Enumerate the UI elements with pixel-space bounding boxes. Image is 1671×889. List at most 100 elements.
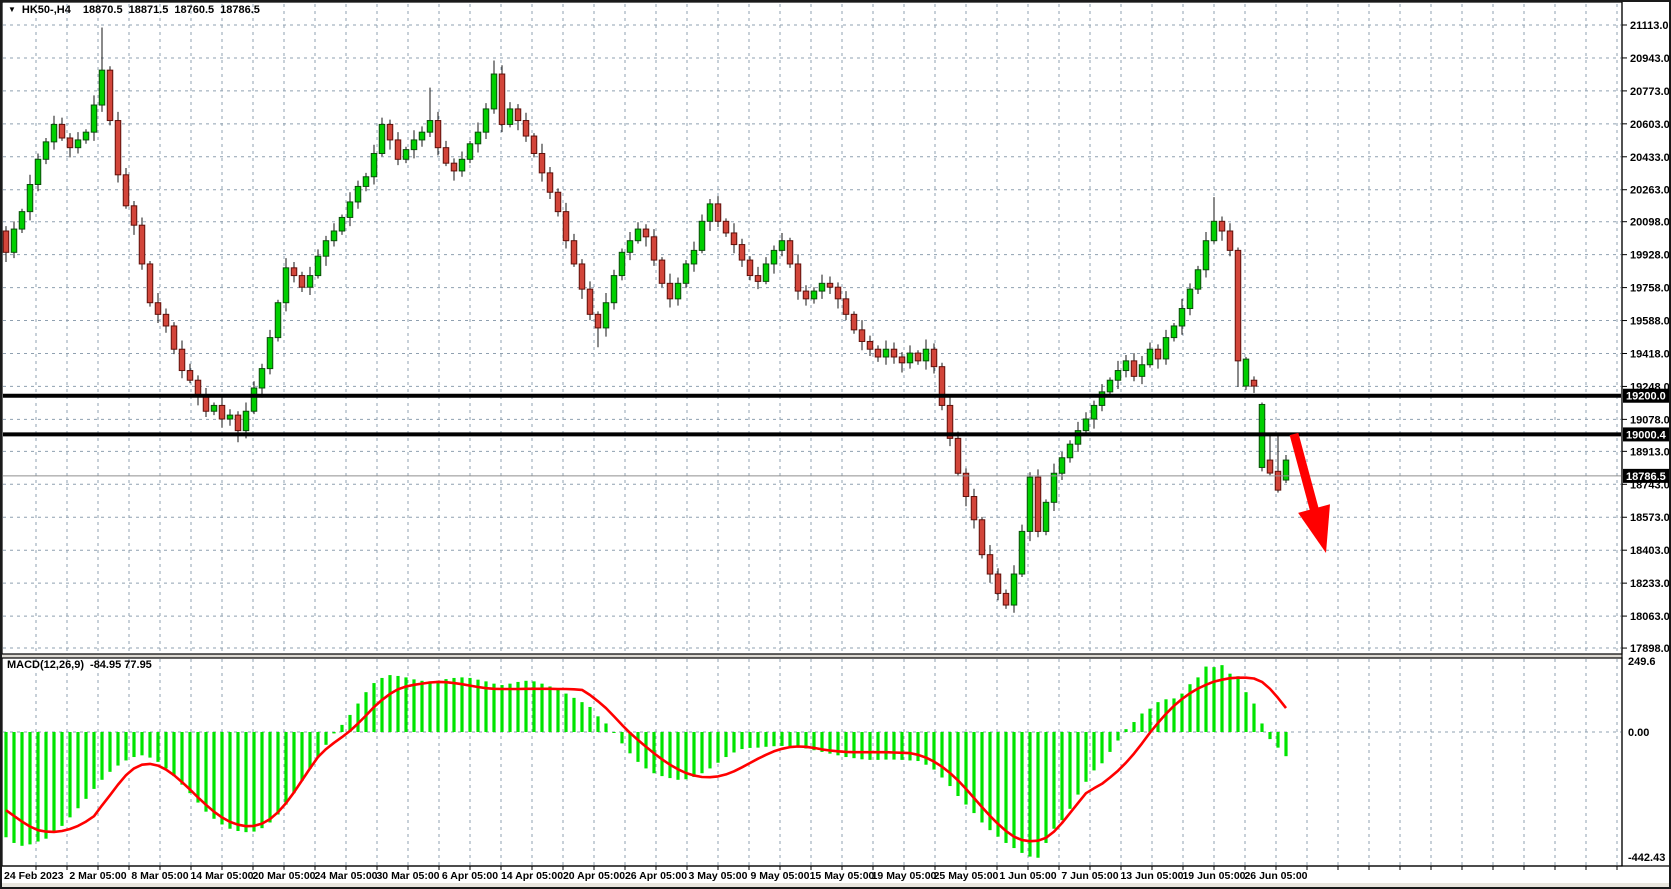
candle-bear	[530, 133, 538, 158]
candle-bull	[330, 223, 338, 247]
candle-bull	[610, 269, 618, 310]
macd-bar	[940, 732, 944, 778]
macd-bar	[380, 677, 384, 732]
macd-bar	[788, 732, 792, 747]
candle-bear	[802, 285, 810, 306]
support-resistance-lines[interactable]	[3, 393, 1621, 477]
bottom-strip	[0, 883, 1671, 889]
macd-bar	[52, 732, 56, 833]
macd-bar	[508, 683, 512, 732]
candle-bull	[346, 192, 354, 227]
macd-bar	[1108, 732, 1112, 752]
candle-bear	[826, 276, 834, 294]
candle-bull	[762, 257, 770, 285]
time-axis-label: 8 Mar 05:00	[131, 870, 188, 882]
candle-bull	[1018, 524, 1026, 577]
macd-bar	[148, 732, 152, 758]
macd-bar	[556, 689, 560, 732]
macd-bar	[716, 732, 720, 763]
candle-bear	[1218, 216, 1226, 241]
candle-bear	[522, 112, 530, 142]
macd-bar	[396, 675, 400, 732]
macd-bar	[1036, 732, 1040, 858]
candle-bear	[850, 311, 858, 334]
trend-arrow[interactable]	[1289, 432, 1330, 553]
price-badge-label: 18786.5	[1626, 471, 1666, 483]
candle-bear	[178, 340, 186, 379]
candle-bull	[90, 95, 98, 141]
macd-bar	[604, 723, 608, 732]
macd-bar	[1124, 729, 1128, 732]
macd-bar	[220, 732, 224, 825]
candle-bear	[954, 431, 962, 477]
candle-bear	[66, 133, 74, 158]
macd-bar	[268, 732, 272, 823]
candle-bear	[978, 516, 986, 559]
panel-splitter[interactable]	[2, 654, 1622, 658]
macd-axis-label: 0.00	[1628, 727, 1649, 739]
macd-bar	[196, 732, 200, 803]
ohlc-open-value: 18870.5	[82, 4, 123, 16]
grid-layer	[3, 4, 1621, 865]
candle-bear	[538, 143, 546, 182]
macd-bar	[684, 732, 688, 780]
macd-bar	[724, 732, 728, 758]
macd-label: MACD(12,26,9)	[7, 659, 85, 671]
candle-bear	[578, 259, 586, 299]
candle-bear	[946, 396, 954, 447]
macd-axis[interactable]: 249.6 0.00 -442.43	[1628, 656, 1665, 864]
time-axis-label: 20 Mar 05:00	[252, 870, 315, 882]
candle-bull	[682, 260, 690, 289]
candle-bear	[394, 132, 402, 166]
macd-bar	[884, 732, 888, 760]
candle-bull	[778, 232, 786, 257]
candle-bear	[186, 363, 194, 384]
candle-bear	[658, 257, 666, 288]
candle-bear	[1250, 376, 1258, 393]
macd-bar	[964, 732, 968, 805]
symbol-dropdown-icon[interactable]: ▼	[8, 4, 16, 14]
price-axis[interactable]: 21113.0 20943.0 20773.0 20603.0 20433.0 20263…	[1622, 20, 1670, 655]
candle-bear	[434, 111, 442, 156]
price-axis-label: 19758.0	[1630, 283, 1670, 295]
candle-bull	[418, 126, 426, 147]
candle-bull	[674, 277, 682, 306]
candle-bear	[722, 218, 730, 237]
time-axis-label: 9 May 05:00	[751, 870, 810, 882]
candle-bull	[1114, 360, 1122, 389]
macd-bar	[1004, 732, 1008, 843]
macd-bar	[244, 732, 248, 833]
price-axis-label: 18063.0	[1630, 611, 1670, 623]
time-axis-label: 14 Mar 05:00	[190, 870, 253, 882]
candle-bear	[938, 362, 946, 411]
macd-bar	[612, 732, 616, 733]
macd-bar	[1244, 692, 1248, 732]
macd-bar	[212, 732, 216, 819]
candle-bull	[282, 258, 290, 312]
candle-bull	[42, 137, 50, 165]
macd-bar	[68, 732, 72, 818]
price-badge	[1623, 468, 1671, 483]
macd-bar	[908, 732, 912, 761]
price-axis-label: 20943.0	[1630, 53, 1670, 65]
macd-bar	[548, 686, 552, 732]
candle-bear	[786, 237, 794, 268]
candle-bear	[546, 167, 554, 200]
macd-bar	[356, 703, 360, 732]
macd-bar	[1060, 732, 1064, 821]
macd-bar	[228, 732, 232, 829]
time-axis[interactable]: 24 Feb 2023 2 Mar 05:00 8 Mar 05:00 14 Mar …	[4, 866, 1618, 882]
price-badge-label: 19200.0	[1626, 391, 1666, 403]
macd-bar	[868, 732, 872, 760]
macd-bar	[860, 732, 864, 760]
candle-bull	[1090, 400, 1098, 429]
candle-bull	[634, 222, 642, 244]
candle-bear	[714, 196, 722, 228]
macd-bar	[924, 732, 928, 765]
candle-bull	[706, 199, 714, 232]
macd-bar	[980, 732, 984, 823]
price-axis-label: 19928.0	[1630, 250, 1670, 262]
macd-bar	[172, 732, 176, 777]
candle-bull	[458, 151, 466, 177]
